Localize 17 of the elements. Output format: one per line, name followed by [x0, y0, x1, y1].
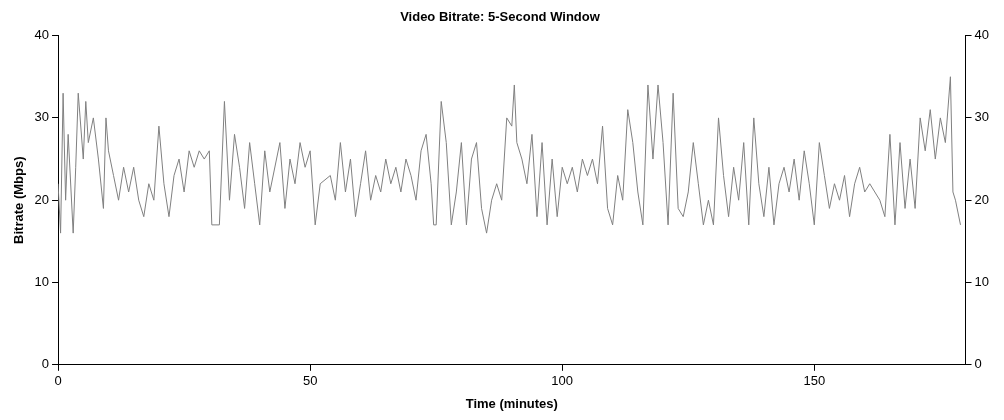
x-tick-label: 50	[302, 373, 318, 389]
y2-tick-label: 20	[974, 191, 990, 207]
y-tick-label: 40	[34, 27, 50, 43]
y-axis-title: Bitrate (Mbps)	[11, 156, 27, 244]
x-tick-label: 0	[54, 373, 62, 389]
x-axis-title: Time (minutes)	[465, 395, 558, 411]
y-tick-label: 20	[34, 191, 50, 207]
x-tick-label: 150	[803, 373, 826, 389]
y2-tick-label: 10	[974, 274, 990, 290]
y2-tick-label: 40	[974, 27, 990, 43]
y-tick-label: 30	[34, 109, 50, 125]
y2-tick-label: 0	[974, 356, 982, 372]
y-tick-label: 10	[34, 274, 50, 290]
y-tick-label: 0	[41, 356, 50, 372]
x-tick-label: 100	[551, 373, 574, 389]
chart-title: Video Bitrate: 5-Second Window	[400, 9, 601, 25]
y2-tick-label: 30	[974, 109, 990, 125]
